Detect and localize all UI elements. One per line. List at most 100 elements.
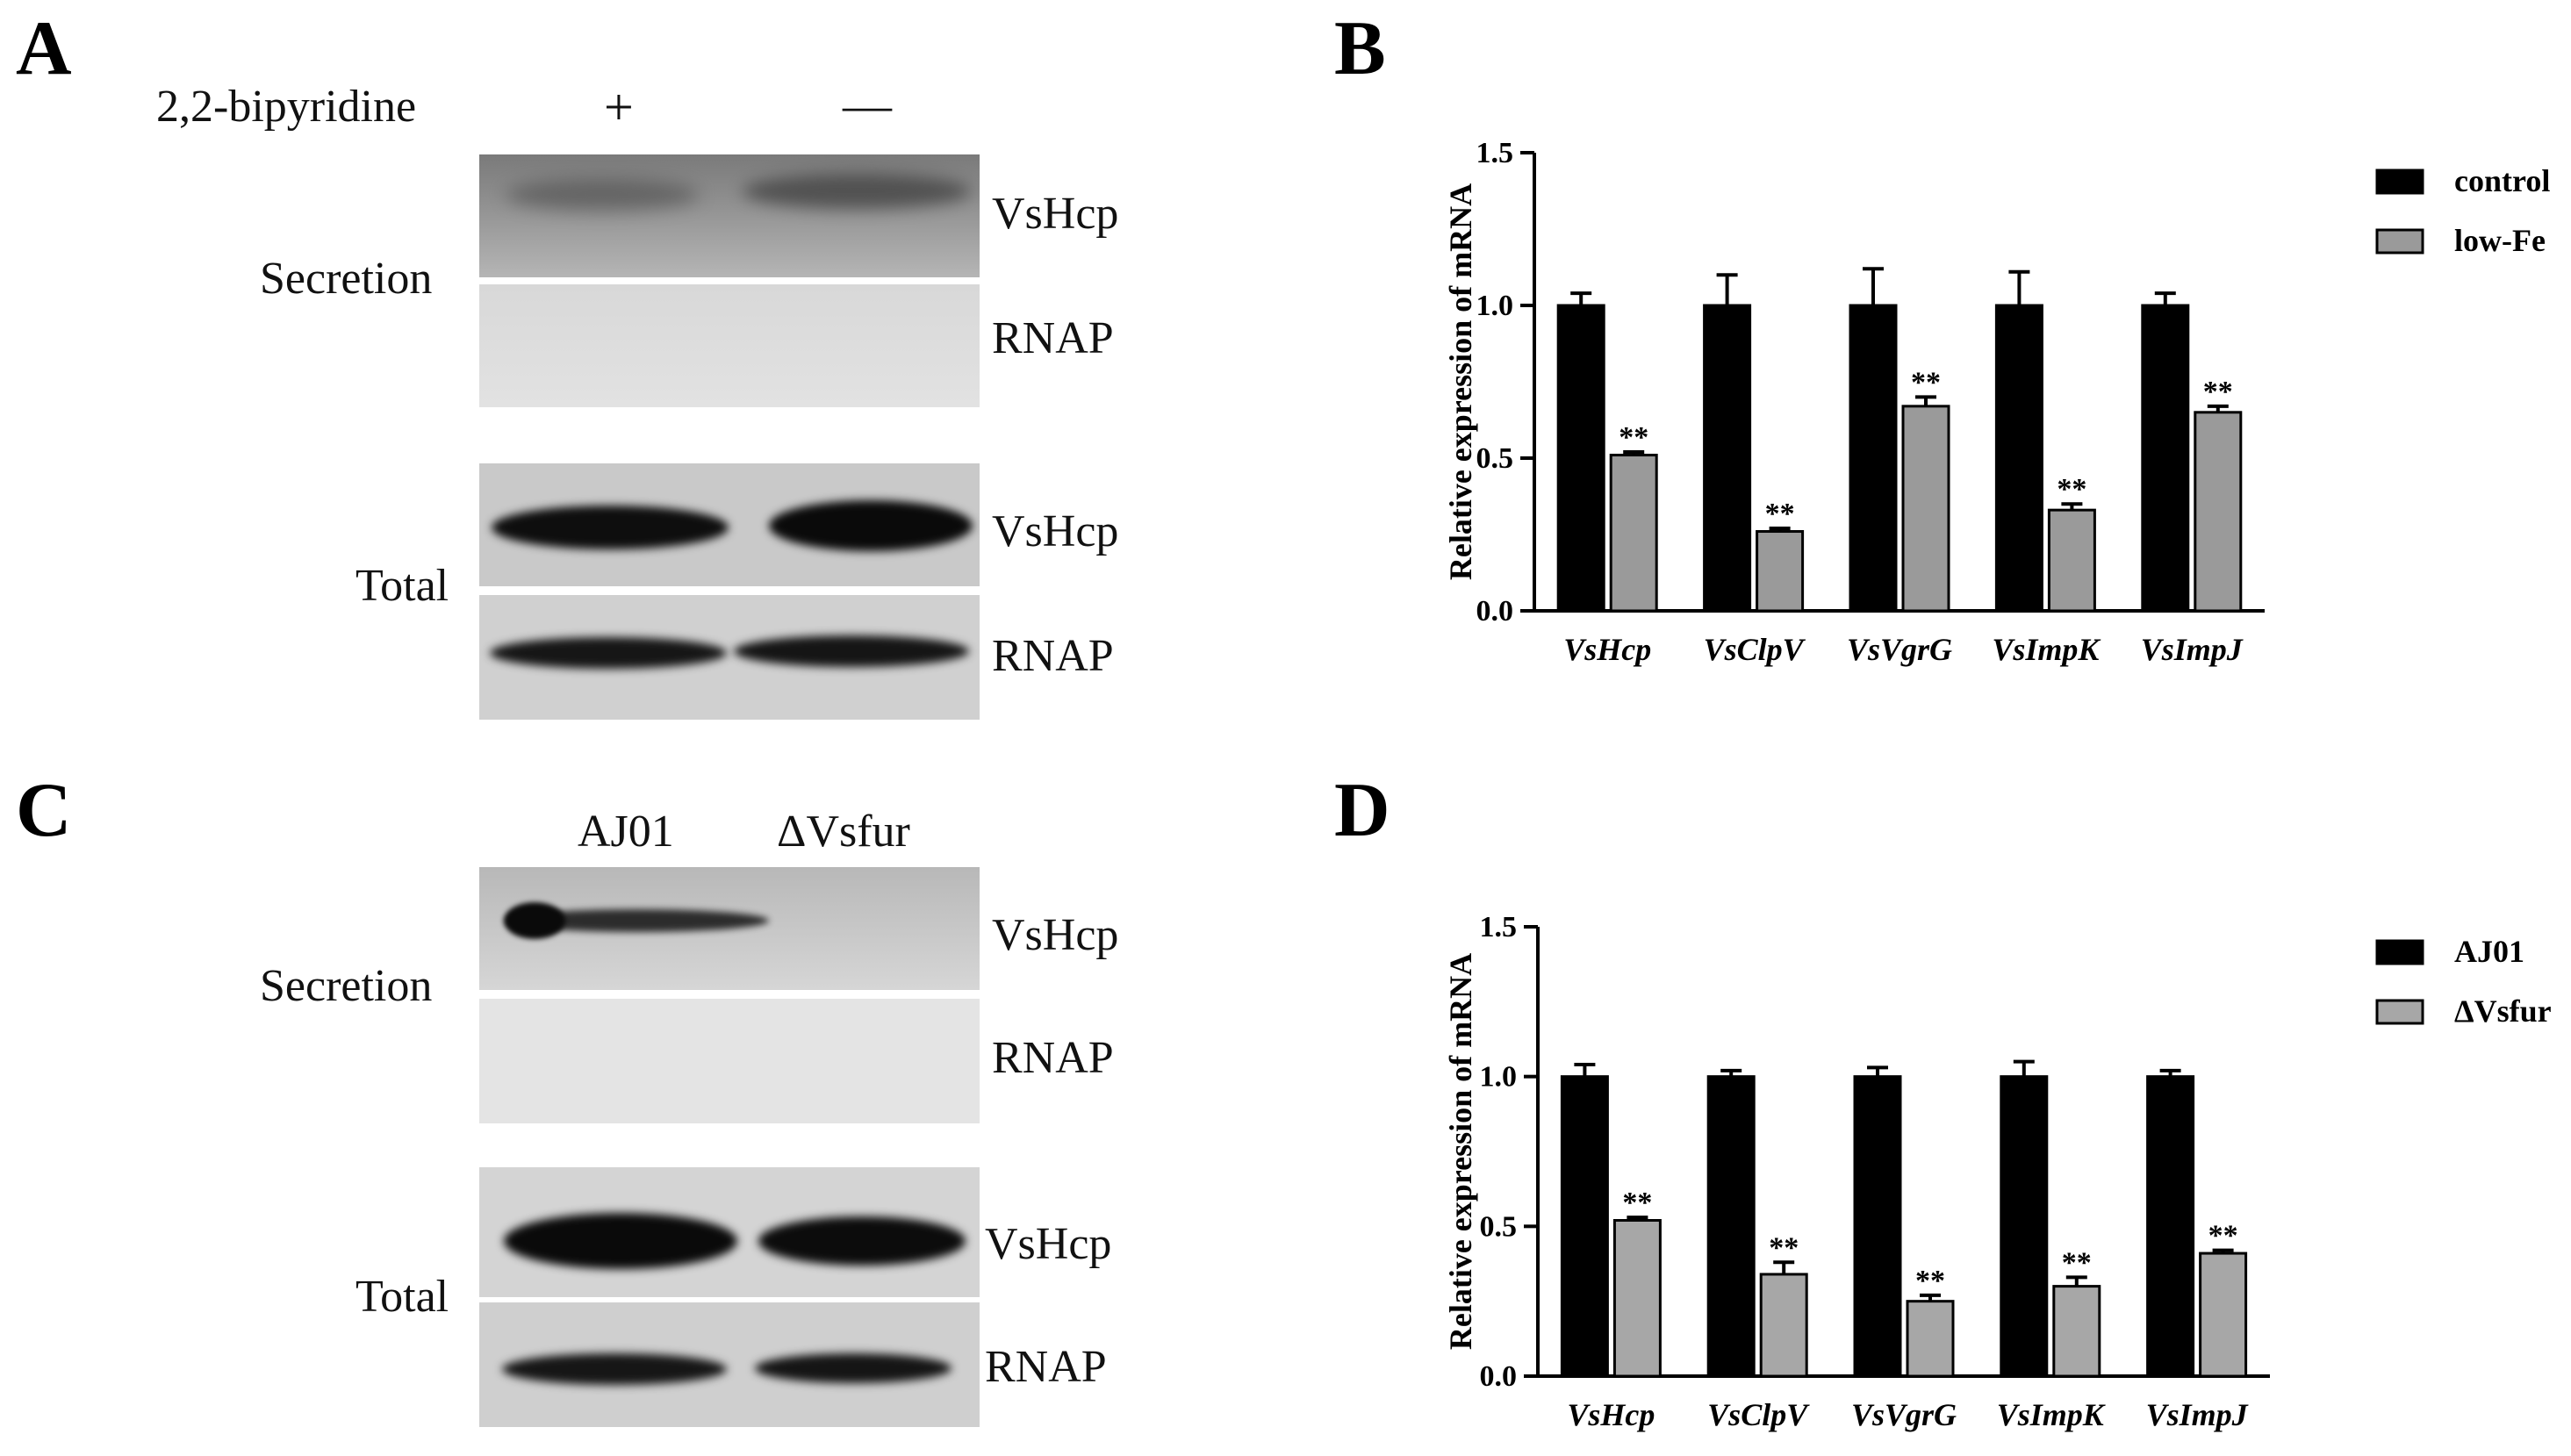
legend-swatch	[2375, 169, 2424, 195]
legend-swatch	[2375, 939, 2424, 965]
bar	[1849, 304, 1898, 613]
group-label-total-c: Total	[355, 1272, 449, 1322]
blot-c-total-vshcp	[479, 1167, 980, 1297]
bar	[1901, 405, 1950, 613]
significance-label: **	[1911, 366, 1941, 398]
panel-letter-b: B	[1334, 6, 1386, 91]
group-label-secretion-c: Secretion	[260, 961, 433, 1011]
y-tick-label: 0.0	[1480, 1360, 1518, 1393]
row-label: VsHcp	[992, 506, 1119, 556]
group-label-total-a: Total	[355, 561, 449, 611]
blot-c-total-rnap	[479, 1302, 980, 1427]
band	[743, 174, 971, 209]
bar	[2052, 1285, 2101, 1378]
x-tick-label: VsVgrG	[1851, 1397, 1957, 1432]
blot-a-total-vshcp	[479, 463, 980, 586]
blot-a-total-rnap	[479, 595, 980, 720]
significance-label: **	[1915, 1265, 1945, 1297]
band	[504, 902, 565, 939]
legend-label: low-Fe	[2454, 223, 2546, 258]
band	[504, 1213, 737, 1269]
legend-swatch	[2375, 228, 2424, 255]
bar	[1612, 1219, 1662, 1378]
bar	[1706, 1075, 1756, 1378]
significance-label: **	[2057, 473, 2086, 506]
significance-label: **	[1622, 1187, 1652, 1219]
x-tick-label: VsClpV	[1704, 632, 1806, 667]
x-tick-label: VsImpJ	[2146, 1397, 2249, 1432]
bar	[1560, 1075, 1609, 1378]
bar	[1756, 530, 1805, 613]
x-tick-label: VsVgrG	[1847, 632, 1952, 667]
bar	[2000, 1075, 2049, 1378]
x-tick-label: VsHcp	[1563, 632, 1651, 667]
lane-label-dvsfur: ΔVsfur	[777, 807, 910, 857]
legend-label: control	[2454, 163, 2550, 198]
blot-c-secretion-vshcp	[479, 867, 980, 990]
blot-a-secretion-vshcp	[479, 154, 980, 277]
row-label: RNAP	[992, 313, 1114, 363]
bar	[2146, 1075, 2195, 1378]
band	[734, 635, 969, 667]
band	[502, 1353, 727, 1385]
y-tick-label: 1.5	[1480, 911, 1518, 943]
panel-letter-a: A	[16, 6, 72, 91]
chart-b: 0.0 0.5 1.0 1.5 Relative expression of mRNA V…	[1443, 137, 2550, 667]
y-tick-label: 1.0	[1476, 290, 1514, 322]
x-tick-label: VsHcp	[1567, 1397, 1655, 1432]
panel-letter-c: C	[16, 768, 72, 853]
x-tick-label: VsClpV	[1707, 1397, 1810, 1432]
bar	[2199, 1252, 2248, 1378]
legend-label: AJ01	[2454, 934, 2524, 969]
y-axis-label: Relative expression of mRNA	[1443, 183, 1478, 580]
legend-swatch	[2375, 999, 2424, 1025]
row-label: RNAP	[992, 631, 1114, 681]
bar	[1556, 304, 1605, 613]
y-tick-label: 0.5	[1476, 442, 1514, 475]
bar	[2141, 304, 2190, 613]
band	[492, 506, 729, 549]
bar	[1609, 454, 1658, 613]
row-label: VsHcp	[992, 910, 1119, 960]
x-tick-label: VsImpK	[1997, 1397, 2107, 1432]
band	[769, 500, 973, 551]
group-label-secretion-a: Secretion	[260, 254, 433, 304]
significance-label: **	[2062, 1246, 2092, 1279]
blot-a-secretion-rnap	[479, 284, 980, 407]
y-tick-label: 0.0	[1476, 595, 1514, 628]
treatment-label: 2,2-bipyridine	[156, 82, 417, 132]
row-label: VsHcp	[992, 189, 1119, 239]
lane-plus-label: +	[604, 78, 634, 136]
band	[758, 1216, 966, 1266]
bar	[1703, 304, 1752, 613]
legend-label: ΔVsfur	[2454, 993, 2552, 1029]
band	[490, 637, 727, 669]
bar	[1906, 1300, 1955, 1378]
bar	[1853, 1075, 1902, 1378]
significance-label: **	[2203, 376, 2233, 408]
significance-label: **	[2208, 1220, 2238, 1252]
significance-label: **	[1769, 1231, 1799, 1264]
panel-letter-d: D	[1334, 768, 1390, 853]
band	[506, 179, 699, 211]
bar	[1994, 304, 2043, 613]
band	[755, 1353, 952, 1383]
x-tick-label: VsImpJ	[2141, 632, 2244, 667]
significance-label: **	[1765, 498, 1795, 530]
y-tick-label: 1.5	[1476, 137, 1514, 169]
bar	[2047, 508, 2096, 613]
row-label: RNAP	[985, 1342, 1107, 1392]
y-tick-label: 0.5	[1480, 1210, 1518, 1243]
lane-label-aj01: AJ01	[578, 807, 674, 857]
significance-label: **	[1619, 421, 1648, 454]
x-tick-label: VsImpK	[1992, 632, 2101, 667]
y-tick-label: 1.0	[1480, 1061, 1518, 1094]
bar	[2194, 411, 2243, 613]
bar	[1759, 1273, 1808, 1378]
blot-c-secretion-rnap	[479, 999, 980, 1123]
row-label: VsHcp	[985, 1219, 1112, 1269]
row-label: RNAP	[992, 1033, 1114, 1083]
lane-minus-label: —	[843, 78, 892, 133]
